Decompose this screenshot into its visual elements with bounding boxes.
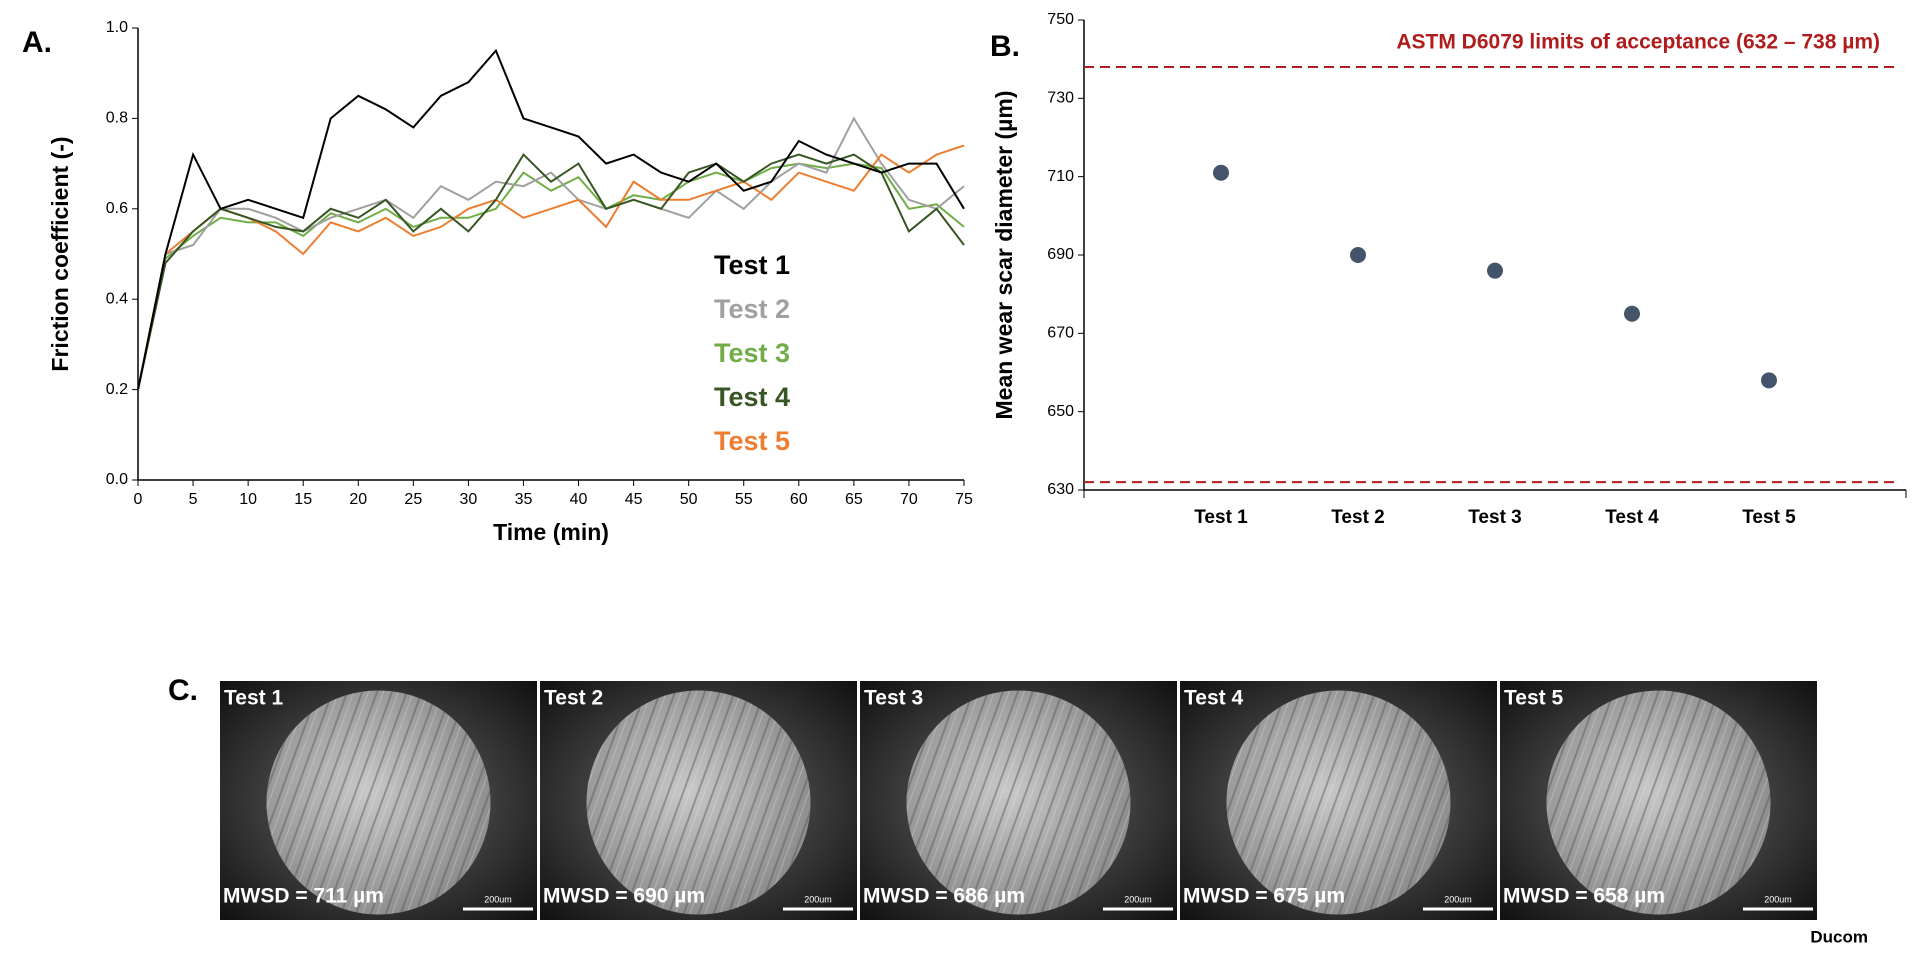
image-title: Test 5 <box>1504 687 1563 710</box>
data-point <box>1761 372 1777 389</box>
legend-entry: Test 1 <box>714 250 790 280</box>
y-tick-label: 670 <box>1047 325 1074 342</box>
image-caption: MWSD = 675 µm <box>1183 885 1345 908</box>
x-tick-label: Test 4 <box>1605 507 1659 528</box>
x-tick-label: 20 <box>349 491 367 508</box>
panel-label: C. <box>168 674 198 707</box>
data-point <box>1487 262 1503 279</box>
micrograph: Test 4 MWSD = 675 µm 200um <box>1180 681 1497 920</box>
y-tick-label: 650 <box>1047 403 1074 420</box>
micrograph: Test 5 MWSD = 658 µm 200um <box>1500 681 1817 920</box>
scale-label: 200um <box>1764 894 1792 904</box>
annotation: ASTM D6079 limits of acceptance (632 – 7… <box>1396 31 1880 54</box>
legend-entry: Test 4 <box>714 382 790 412</box>
y-tick-label: 630 <box>1047 481 1074 498</box>
series-line <box>137 162 965 390</box>
x-tick-label: 5 <box>189 491 198 508</box>
y-tick-label: 1.0 <box>106 19 128 36</box>
image-title: Test 2 <box>544 687 603 710</box>
x-tick-label: 45 <box>625 491 643 508</box>
x-tick-label: Test 5 <box>1742 507 1796 528</box>
y-tick-label: 690 <box>1047 246 1074 263</box>
image-caption: MWSD = 686 µm <box>863 885 1025 908</box>
x-tick-label: 75 <box>955 491 973 508</box>
legend-entry: Test 5 <box>714 426 790 456</box>
legend-entry: Test 2 <box>714 294 790 324</box>
image-caption: MWSD = 711 µm <box>223 885 384 908</box>
y-tick-label: 0.2 <box>106 381 128 398</box>
x-tick-label: 65 <box>845 491 863 508</box>
y-tick-label: 710 <box>1047 168 1074 185</box>
wear-scar-texture <box>1226 690 1451 915</box>
data-point <box>1624 305 1640 322</box>
x-tick-label: 30 <box>460 491 478 508</box>
image-title: Test 3 <box>864 687 923 710</box>
micrograph: Test 2 MWSD = 690 µm 200um <box>540 681 857 920</box>
series-line <box>137 48 965 390</box>
y-axis-label: Mean wear scar diameter (µm) <box>991 91 1017 420</box>
micrograph: Test 3 MWSD = 686 µm 200um <box>860 681 1177 920</box>
wear-scar-texture <box>266 690 491 915</box>
data-point <box>1350 247 1366 263</box>
x-tick-label: 60 <box>790 491 808 508</box>
image-caption: MWSD = 690 µm <box>543 885 705 908</box>
wear-scar-texture <box>586 690 811 915</box>
x-tick-label: 50 <box>680 491 698 508</box>
image-title: Test 1 <box>224 687 283 710</box>
x-tick-label: Test 2 <box>1331 507 1385 528</box>
wear-scar-texture <box>1546 690 1771 915</box>
scale-label: 200um <box>804 894 832 904</box>
x-tick-label: 25 <box>404 491 422 508</box>
x-tick-label: 15 <box>294 491 312 508</box>
image-title: Test 4 <box>1184 687 1243 710</box>
micrograph: Test 1 MWSD = 711 µm 200um <box>220 681 537 920</box>
image-caption: MWSD = 658 µm <box>1503 885 1665 908</box>
legend-entry: Test 3 <box>714 338 790 368</box>
scale-label: 200um <box>484 894 512 904</box>
panel-label: B. <box>990 30 1020 63</box>
data-point <box>1213 164 1229 181</box>
y-tick-label: 0.0 <box>106 471 128 488</box>
y-tick-label: 730 <box>1047 90 1074 107</box>
series-line <box>137 153 965 390</box>
x-tick-label: 35 <box>515 491 533 508</box>
x-tick-label: Test 1 <box>1194 507 1248 528</box>
x-tick-label: 10 <box>239 491 257 508</box>
x-tick-label: Test 3 <box>1468 507 1522 528</box>
x-tick-label: 0 <box>134 491 143 508</box>
scale-label: 200um <box>1124 894 1152 904</box>
y-tick-label: 0.4 <box>106 290 128 307</box>
y-tick-label: 750 <box>1047 11 1074 28</box>
scale-label: 200um <box>1444 894 1472 904</box>
x-tick-label: 40 <box>570 491 588 508</box>
credit: Ducom <box>1810 927 1868 946</box>
x-tick-label: 55 <box>735 491 753 508</box>
panel-label: A. <box>22 26 52 59</box>
y-tick-label: 0.6 <box>106 200 128 217</box>
y-tick-label: 0.8 <box>106 110 128 127</box>
x-axis-label: Time (min) <box>493 519 609 545</box>
series-line <box>137 144 965 390</box>
wear-scar-texture <box>906 690 1131 915</box>
x-tick-label: 70 <box>900 491 918 508</box>
series-line <box>137 116 965 390</box>
y-axis-label: Friction coefficient (-) <box>47 136 73 371</box>
